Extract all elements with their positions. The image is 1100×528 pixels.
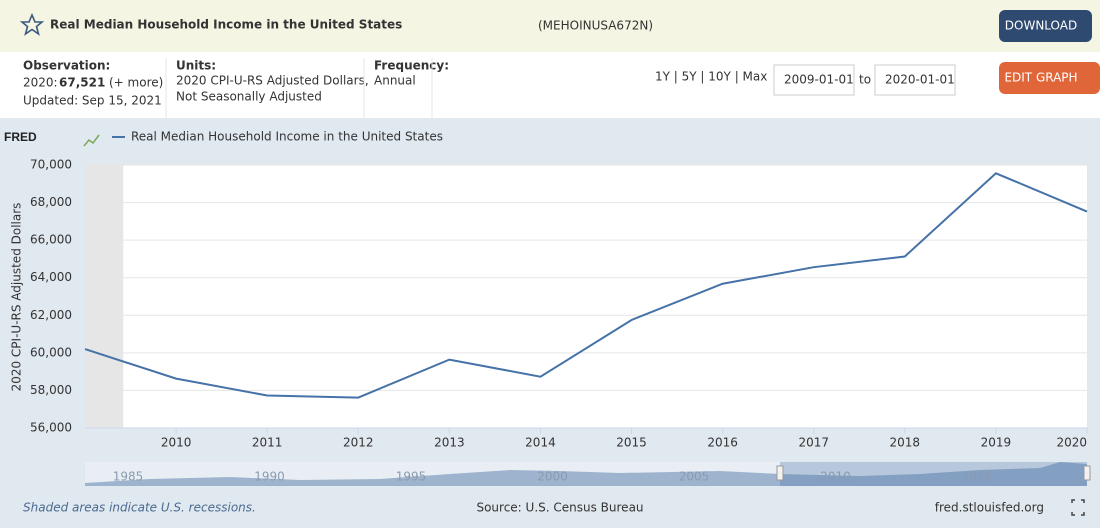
series-id: (MEHOINUSA672N) <box>538 19 653 33</box>
y-tick-label: 62,000 <box>30 308 72 322</box>
favorite-star[interactable] <box>19 12 45 36</box>
x-tick-label: 2013 <box>434 436 465 450</box>
x-tick-label: 2017 <box>798 436 829 450</box>
y-tick-label: 56,000 <box>30 421 72 435</box>
navigator-label: 1995 <box>396 470 427 484</box>
units-label: Units: <box>176 59 216 73</box>
more-link[interactable]: (+ more) <box>109 76 163 90</box>
site: fred.stlouisfed.org <box>935 501 1044 515</box>
frequency-label: Frequency: <box>374 59 449 73</box>
y-tick-label: 64,000 <box>30 270 72 284</box>
y-tick-label: 58,000 <box>30 383 72 397</box>
logo-icon <box>83 134 100 147</box>
x-tick-label: 2018 <box>890 436 921 450</box>
x-tick-label: 2010 <box>161 436 192 450</box>
x-tick-label: 2015 <box>616 436 647 450</box>
units: Not Seasonally Adjusted <box>176 90 322 104</box>
y-tick-label: 60,000 <box>30 345 72 359</box>
recession-note: Shaded areas indicate U.S. recessions. <box>23 501 256 515</box>
units: 2020 CPI-U-RS Adjusted Dollars, <box>176 74 369 88</box>
navigator-label: 1990 <box>254 470 285 484</box>
x-tick-label: 2014 <box>525 436 556 450</box>
x-tick-label: 2020 <box>1056 436 1087 450</box>
frequency: Annual <box>374 74 416 88</box>
plot-area <box>85 165 1087 428</box>
navigator-handle[interactable] <box>776 465 784 481</box>
updated: Updated: Sep 15, 2021 <box>23 94 162 108</box>
navigator-window[interactable] <box>780 462 1087 486</box>
header-bar <box>0 0 1100 52</box>
x-tick-label: 2019 <box>981 436 1012 450</box>
series-line <box>84 172 1088 399</box>
to-label: to <box>859 73 871 87</box>
y-tick-label: 70,000 <box>30 158 72 172</box>
start-date: 2009-01-01 <box>784 73 854 87</box>
legend-label: Real Median Household Income in the Unit… <box>131 130 443 144</box>
observation-value: 67,521 <box>59 76 105 90</box>
navigator-label: 2000 <box>537 470 568 484</box>
end-date-input[interactable] <box>874 64 956 96</box>
edit-graph-label: EDIT GRAPH <box>1004 71 1077 85</box>
navigator-series <box>85 462 1087 486</box>
navigator-handle[interactable] <box>1083 465 1091 481</box>
x-tick-label: 2012 <box>343 436 374 450</box>
download-button[interactable] <box>999 10 1092 42</box>
end-date: 2020-01-01 <box>885 73 955 87</box>
fred-logo: FRED <box>4 130 37 144</box>
source: Source: U.S. Census Bureau <box>476 501 643 515</box>
fullscreen-icon[interactable] <box>1071 499 1085 516</box>
x-tick-label: 2011 <box>252 436 283 450</box>
x-tick-label: 2016 <box>707 436 738 450</box>
navigator-label: 2010 <box>820 470 851 484</box>
download-label: DOWNLOAD <box>1005 19 1077 33</box>
navigator-label: 2015 <box>962 470 993 484</box>
navigator-label: 1985 <box>113 470 144 484</box>
y-axis-label: 2020 CPI-U-RS Adjusted Dollars <box>10 203 24 392</box>
observation-date: 2020: <box>23 76 58 90</box>
navigator-label: 2005 <box>679 470 710 484</box>
title: Real Median Household Income in the Unit… <box>50 18 402 32</box>
observation-label: Observation: <box>23 59 110 73</box>
edit-graph-button[interactable] <box>999 62 1100 94</box>
y-tick-label: 66,000 <box>30 233 72 247</box>
start-date-input[interactable] <box>773 64 855 96</box>
range-buttons[interactable]: 1Y | 5Y | 10Y | Max <box>655 70 767 84</box>
recession-band <box>85 165 124 428</box>
y-tick-label: 68,000 <box>30 195 72 209</box>
